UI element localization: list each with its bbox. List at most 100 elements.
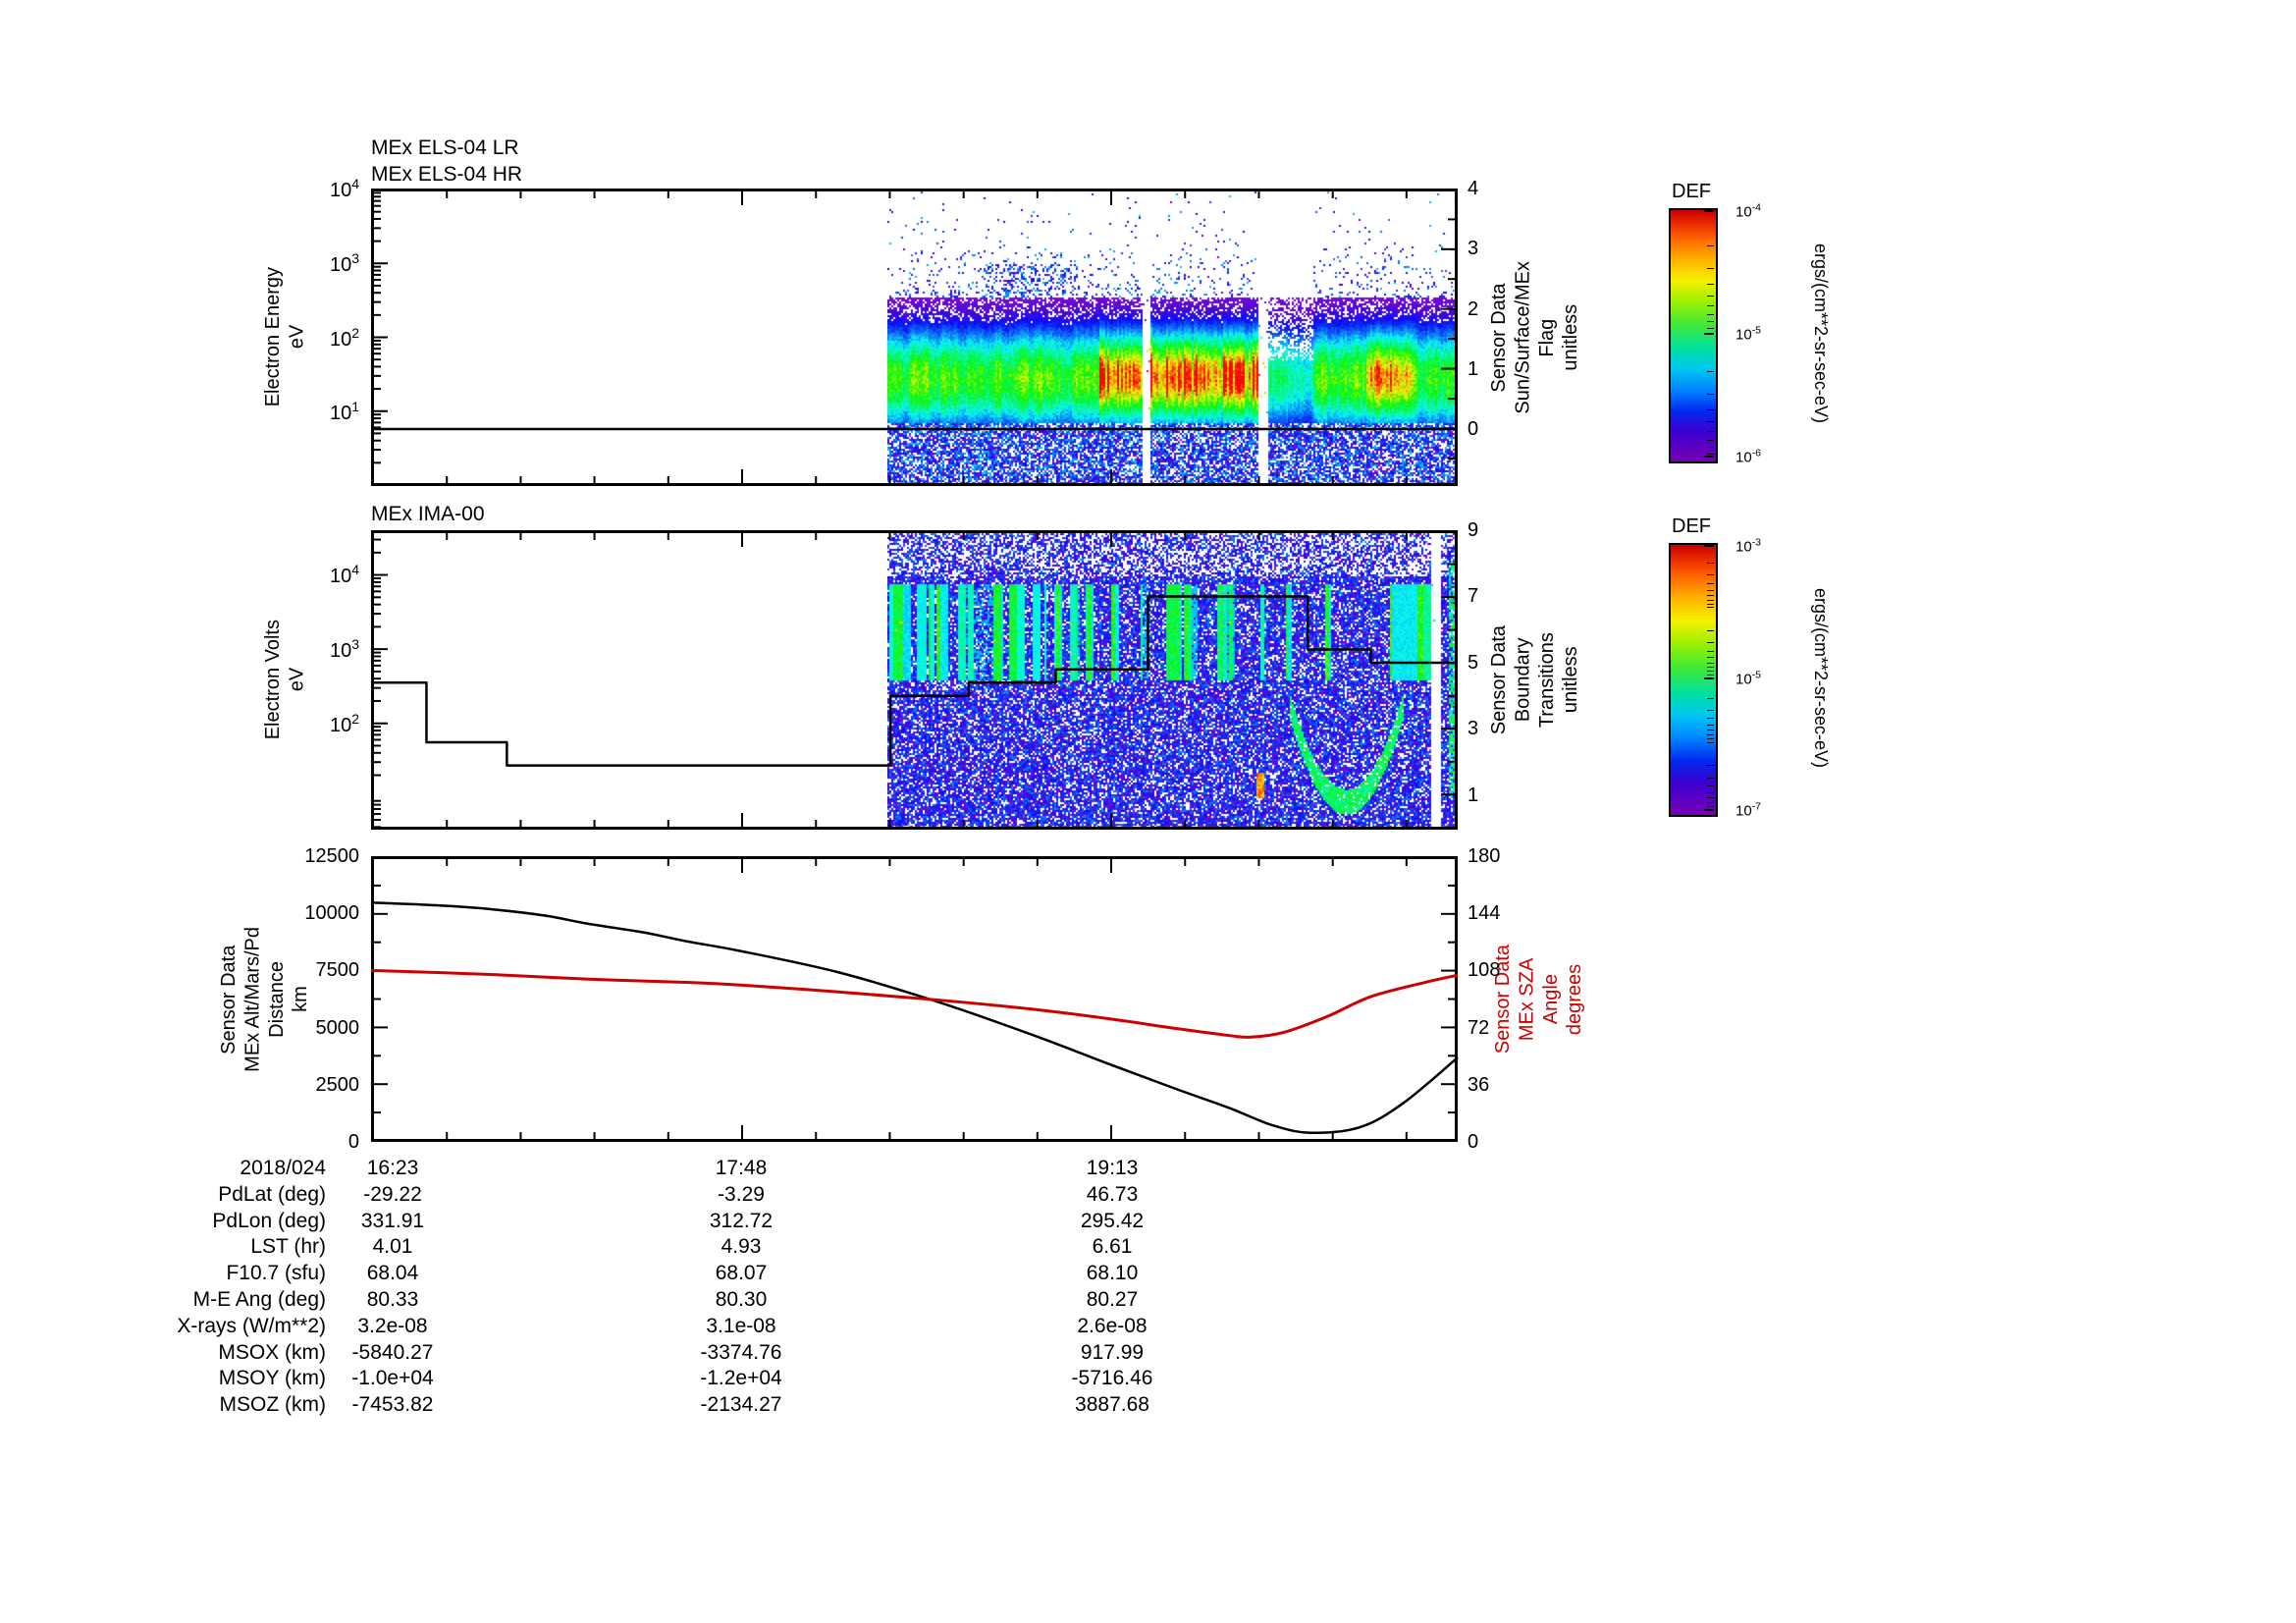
ima-boundary-tick-label: 9: [1468, 519, 1479, 541]
colorbar-ima-minor-tick: [1707, 582, 1714, 584]
colorbar-ima-minor-tick: [1707, 725, 1714, 727]
orbit-sza-tick-label: 0: [1468, 1131, 1479, 1153]
orbit-distance-tick-label: 10000: [304, 902, 359, 925]
ima-boundary-tick-label: 7: [1468, 585, 1479, 608]
eph-value: 68.04: [366, 1262, 419, 1285]
eph-value: 17:48: [715, 1157, 768, 1179]
orbit-distance-tick-label: 12500: [304, 845, 359, 867]
eph-row-label: M-E Ang (deg): [192, 1288, 326, 1311]
orbit-distance-tick-label: 0: [347, 1131, 359, 1153]
colorbar-els-tick-mark: [1704, 209, 1714, 212]
els-ytick-label: 102: [329, 324, 359, 351]
colorbar-ima-minor-tick: [1707, 589, 1714, 591]
colorbar-els-minor-tick: [1707, 453, 1714, 455]
orbit-distance-tick-label: 5000: [315, 1016, 360, 1039]
eph-value: 312.72: [709, 1209, 774, 1232]
colorbar-ima-minor-tick: [1707, 805, 1714, 807]
els-title-lr: MEx ELS-04 LR: [371, 136, 519, 159]
eph-row-label: MSOX (km): [218, 1340, 326, 1364]
colorbar-ima-minor-tick: [1707, 697, 1714, 699]
colorbar-els-tick-label: 10-6: [1735, 447, 1762, 466]
colorbar-ima-minor-tick: [1707, 671, 1714, 673]
colorbar-ima-minor-tick: [1707, 777, 1714, 779]
els-title-hr: MEx ELS-04 HR: [371, 163, 523, 186]
eph-value: -5716.46: [1071, 1367, 1153, 1390]
colorbar-els-minor-tick: [1707, 245, 1714, 247]
eph-value: 4.01: [372, 1235, 413, 1259]
els-flag-tick-label: 4: [1468, 178, 1479, 199]
els-axes-overlay: [371, 189, 1458, 486]
eph-value: -1.2e+04: [700, 1367, 782, 1390]
colorbar-ima-minor-tick: [1707, 563, 1714, 565]
eph-row-label: PdLon (deg): [212, 1209, 326, 1232]
colorbar-els-minor-tick: [1707, 408, 1714, 410]
colorbar-els-minor-tick: [1707, 371, 1714, 373]
eph-value: 295.42: [1080, 1209, 1145, 1232]
ima-axes-overlay: [371, 530, 1458, 830]
colorbar-els: [1669, 208, 1718, 463]
els-flag-tick-label: 1: [1468, 357, 1479, 380]
colorbar-els-minor-tick: [1707, 267, 1714, 269]
colorbar-ima-tick-mark: [1704, 544, 1714, 547]
colorbar-els-minor-tick: [1707, 393, 1714, 395]
eph-row-label: MSOZ (km): [219, 1393, 326, 1417]
colorbar-ima-tick-label: 10-3: [1735, 536, 1762, 556]
colorbar-ima-minor-tick: [1707, 594, 1714, 596]
ima-spectrogram-canvas: [887, 531, 1457, 829]
orbit-distance-tick-label: 7500: [315, 959, 360, 982]
eph-value: 80.30: [715, 1288, 768, 1311]
eph-value: -5840.27: [351, 1340, 434, 1364]
colorbar-els-minor-tick: [1707, 295, 1714, 297]
colorbar-els-unit: ergs/(cm**2-sr-sec-eV): [1810, 243, 1831, 424]
colorbar-els-minor-tick: [1707, 431, 1714, 433]
eph-row-label: X-rays (W/m**2): [177, 1314, 326, 1337]
colorbar-els-gradient: [1671, 210, 1716, 461]
colorbar-els-minor-tick: [1707, 420, 1714, 422]
eph-value: 19:13: [1086, 1157, 1139, 1179]
ima-boundary-tick-label: 1: [1468, 784, 1479, 806]
eph-row-label: PdLat (deg): [218, 1182, 326, 1206]
eph-value: -3374.76: [700, 1340, 782, 1364]
colorbar-els-minor-tick: [1707, 321, 1714, 323]
colorbar-ima-minor-tick: [1707, 791, 1714, 793]
colorbar-ima-minor-tick: [1707, 734, 1714, 736]
els-flag-tick-label: 3: [1468, 238, 1479, 260]
els-ytick-label: 101: [329, 399, 359, 425]
colorbar-ima-minor-tick: [1707, 599, 1714, 601]
colorbar-ima-minor-tick: [1707, 709, 1714, 711]
ima-ytick-label: 103: [329, 636, 359, 662]
eph-value: 917.99: [1080, 1340, 1145, 1364]
orbit-distance-tick-label: 2500: [315, 1073, 360, 1096]
eph-value: 4.93: [721, 1235, 762, 1259]
colorbar-ima-unit: ergs/(cm**2-sr-sec-eV): [1810, 587, 1831, 769]
eph-value: 46.73: [1086, 1182, 1139, 1206]
orbit-axes-overlay: [370, 856, 1459, 1142]
eph-value: -29.22: [363, 1182, 422, 1206]
colorbar-ima-minor-tick: [1707, 667, 1714, 669]
eph-value: 3.2e-08: [357, 1314, 428, 1337]
colorbar-ima-tick-label: 10-7: [1735, 800, 1762, 820]
els-flag-tick-label: 0: [1468, 418, 1479, 440]
eph-row-label: MSOY (km): [218, 1367, 326, 1390]
eph-value: 16:23: [366, 1157, 419, 1179]
els-spectrogram-canvas: [887, 189, 1457, 485]
eph-value: 68.07: [715, 1262, 768, 1285]
els-ytick-label: 103: [329, 249, 359, 276]
eph-value: 80.33: [366, 1288, 419, 1311]
colorbar-els-unit-wrap: ergs/(cm**2-sr-sec-eV): [1789, 206, 1851, 461]
ima-boundary-tick-label: 5: [1468, 651, 1479, 674]
eph-value: 2.6e-08: [1077, 1314, 1148, 1337]
colorbar-ima-minor-tick: [1707, 657, 1714, 659]
eph-value: 68.10: [1086, 1262, 1139, 1285]
eph-value: -7453.82: [351, 1393, 434, 1417]
eph-value: -1.0e+04: [351, 1367, 434, 1390]
colorbar-ima-minor-tick: [1707, 718, 1714, 720]
colorbar-els-tick-mark: [1704, 456, 1714, 459]
orbit-sza-tick-label: 36: [1468, 1073, 1490, 1096]
colorbar-els-minor-tick: [1707, 439, 1714, 441]
colorbar-ima-tick-label: 10-5: [1735, 669, 1762, 687]
els-flag-tick-label: 2: [1468, 298, 1479, 320]
colorbar-ima-tick-mark: [1704, 676, 1714, 679]
ima-ytick-label: 102: [329, 711, 359, 736]
